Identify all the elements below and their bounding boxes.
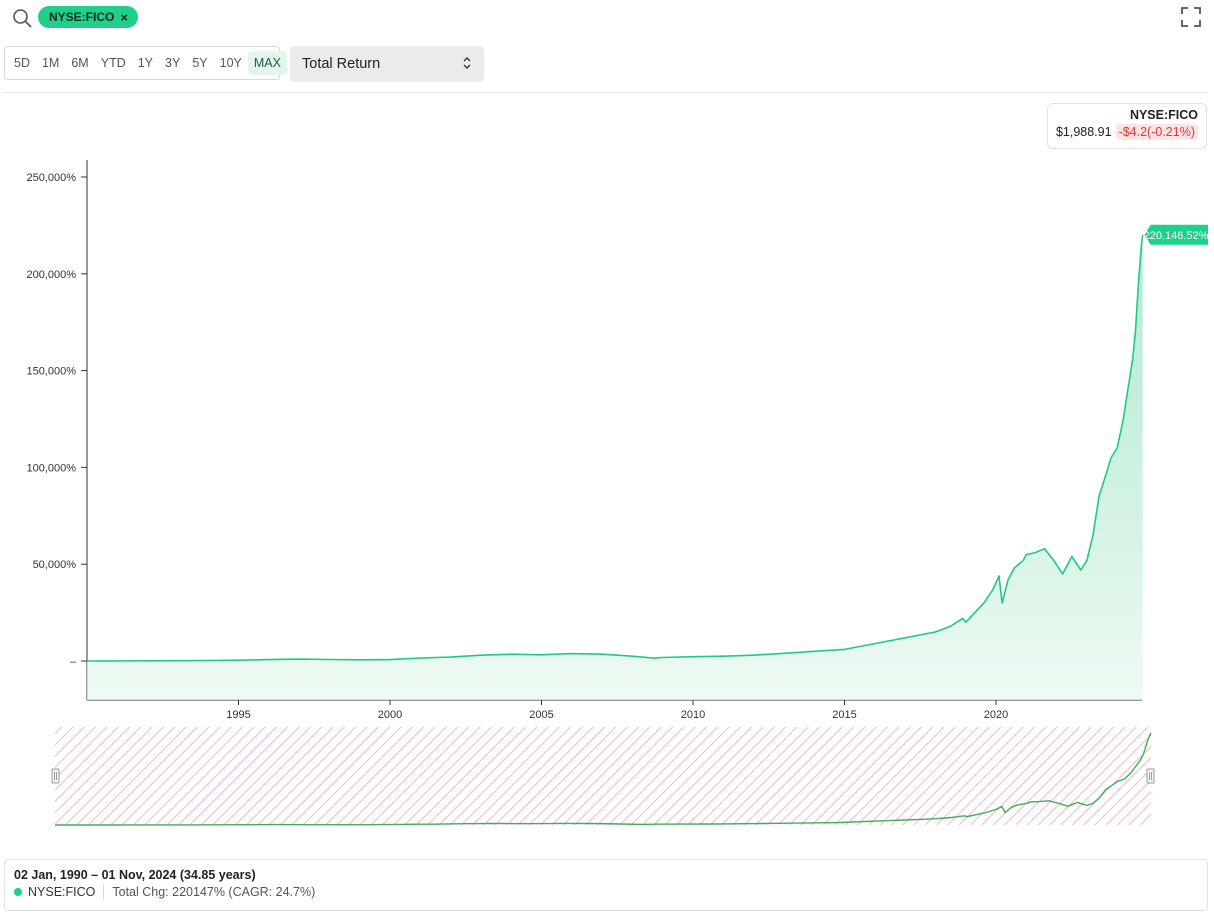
- summary-date-range: 02 Jan, 1990 – 01 Nov, 2024 (34.85 years…: [14, 868, 256, 882]
- x-tick-label: 1995: [226, 709, 250, 720]
- navigator-selection[interactable]: [55, 727, 1151, 825]
- series-line-nyse-fico[interactable]: [86, 234, 1144, 662]
- top-bar: NYSE:FICO ×: [0, 0, 1214, 36]
- summary-panel: 02 Jan, 1990 – 01 Nov, 2024 (34.85 years…: [4, 859, 1208, 911]
- quote-change: -$4.2(-0.21%): [1115, 124, 1198, 140]
- range-button-3y[interactable]: 3Y: [165, 56, 181, 70]
- range-button-ytd[interactable]: YTD: [100, 56, 126, 70]
- metric-dropdown[interactable]: Total Return: [290, 46, 484, 82]
- time-range-selector: 5D 1M 6M YTD 1Y 3Y 5Y 10Y MAX: [4, 46, 287, 80]
- chevron-up-down-icon: [462, 56, 472, 73]
- y-tick-label: 100,000%: [26, 462, 76, 474]
- y-tick-label: –: [70, 656, 77, 668]
- range-button-1m[interactable]: 1M: [41, 56, 60, 70]
- range-button-5y[interactable]: 5Y: [192, 56, 208, 70]
- total-return-chart[interactable]: – 50,000% 100,000% 150,000% 200,000% 250,000%…: [0, 150, 1214, 720]
- summary-separator: [103, 885, 105, 899]
- x-tick-label: 2005: [529, 709, 553, 720]
- range-button-1y[interactable]: 1Y: [137, 56, 154, 70]
- series-area: [87, 234, 1143, 701]
- x-tick-label: 2000: [378, 709, 402, 720]
- range-button-max[interactable]: MAX: [247, 51, 287, 75]
- x-tick-label: 2020: [984, 709, 1008, 720]
- navigator-handle-left[interactable]: [51, 768, 60, 784]
- legend-dot: [14, 888, 22, 896]
- range-button-5d[interactable]: 5D: [14, 56, 30, 70]
- range-button-6m[interactable]: 6M: [71, 56, 89, 70]
- quote-price: $1,988.91: [1055, 125, 1112, 139]
- y-tick-label: 250,000%: [26, 172, 76, 184]
- quote-ticker: NYSE:FICO: [1129, 108, 1198, 122]
- navigator-handle-right[interactable]: [1146, 768, 1155, 784]
- search-icon[interactable]: [12, 8, 32, 28]
- summary-total-change: Total Chg: 220147% (CAGR: 24.7%): [112, 885, 316, 899]
- fullscreen-icon[interactable]: [1180, 6, 1202, 28]
- y-tick-label: 200,000%: [26, 269, 76, 281]
- ticker-chip-label: NYSE:FICO: [49, 10, 115, 24]
- metric-dropdown-value: Total Return: [302, 56, 381, 72]
- range-navigator[interactable]: [0, 720, 1214, 830]
- last-value-marker: 220,146.52%: [1144, 224, 1209, 245]
- close-icon[interactable]: ×: [120, 9, 128, 25]
- x-tick-label: 2010: [681, 709, 705, 720]
- range-button-10y[interactable]: 10Y: [219, 56, 242, 70]
- y-tick-label: 50,000%: [33, 559, 77, 571]
- last-value-label: 220,146.52%: [1144, 230, 1209, 242]
- ticker-chip[interactable]: NYSE:FICO ×: [38, 6, 138, 28]
- y-tick-label: 150,000%: [26, 366, 76, 378]
- toolbar-divider: [4, 92, 1208, 93]
- quote-card: NYSE:FICO $1,988.91 -$4.2(-0.21%): [1047, 103, 1207, 149]
- navigator-series-line: [55, 732, 1152, 826]
- x-tick-label: 2015: [832, 709, 856, 720]
- summary-series-name: NYSE:FICO: [28, 885, 96, 899]
